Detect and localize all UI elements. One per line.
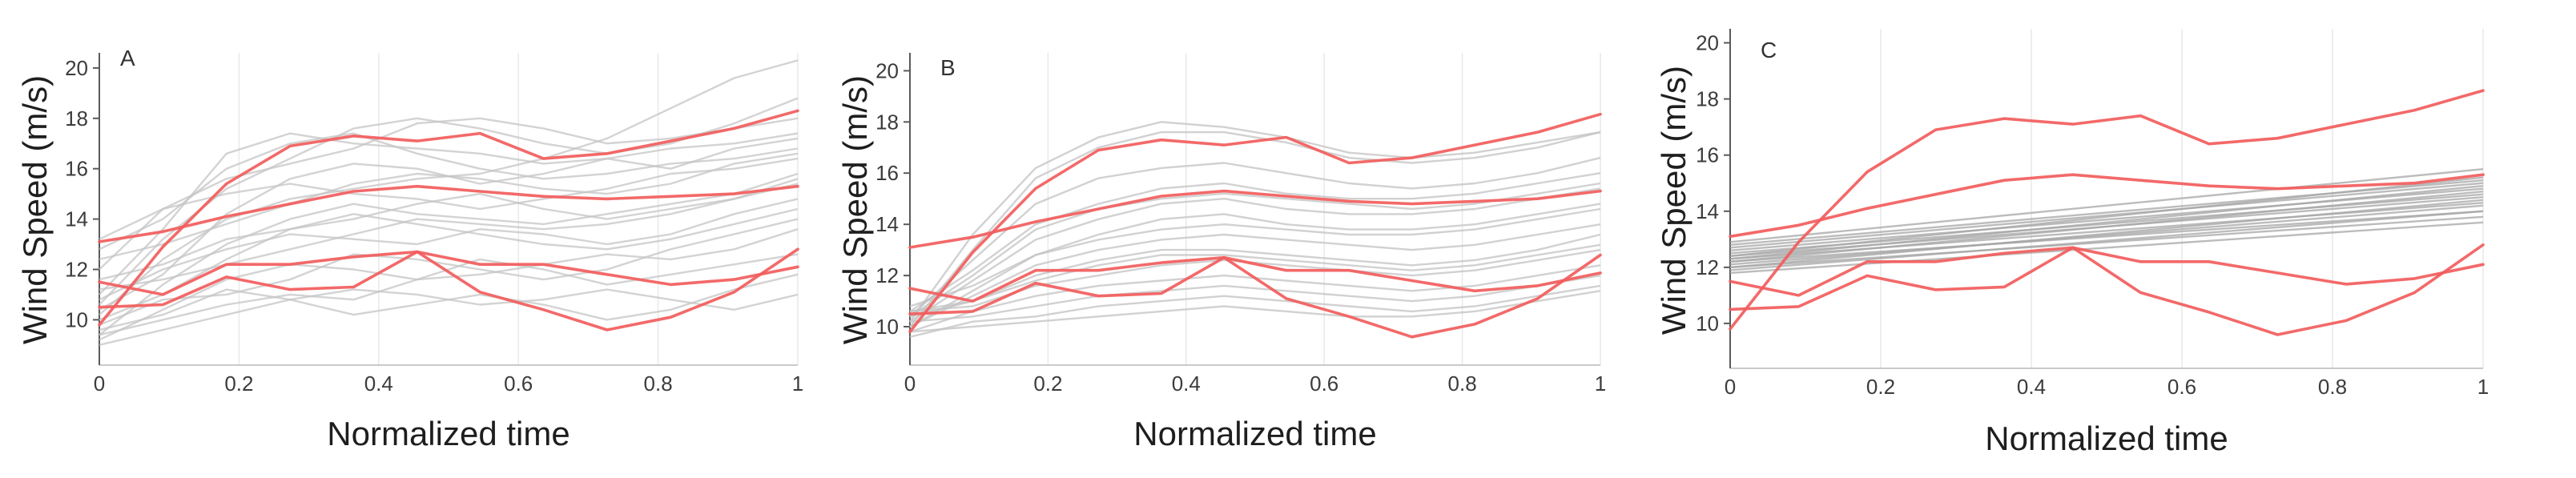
background-series-line [99, 137, 799, 311]
panel-b: 10 12 14 16 18 20 0 0.2 0.4 0.6 0.8 1 B Normalized ti… [836, 53, 1606, 452]
x-tick-label: 0.4 [2017, 375, 2046, 399]
y-axis-title: Wind Speed (m/s) [836, 75, 874, 344]
background-series-line [909, 290, 1601, 333]
y-tick-label: 14 [875, 212, 899, 236]
highlighted-series-line [908, 255, 1602, 303]
background-series-line [1729, 199, 2484, 269]
background-series-line [909, 121, 1601, 323]
highlighted-series-line [98, 184, 799, 243]
y-tick-label: 14 [65, 207, 88, 231]
background-series-line [99, 228, 799, 341]
x-tick-label: 0.2 [1033, 372, 1062, 396]
background-series-line [1729, 191, 2484, 263]
x-tick-label: 0.8 [2318, 375, 2347, 399]
x-tick-label: 0 [904, 372, 916, 396]
x-tick-label: 0.6 [504, 372, 533, 396]
panel-label: C [1761, 38, 1777, 62]
x-tick-label: 0.4 [1172, 372, 1201, 396]
highlighted-series-line [908, 253, 1602, 339]
background-series-line [99, 218, 799, 326]
y-tick-label: 16 [1696, 143, 1719, 167]
panel-c: 10 12 14 16 18 20 0 0.2 0.4 0.6 0.8 1 C Normalized ti… [1655, 29, 2489, 457]
y-tick-label: 14 [1696, 199, 1719, 223]
x-tick-label: 0.2 [224, 372, 253, 396]
x-tick-label: 1 [792, 372, 803, 396]
y-tick-label: 12 [1696, 255, 1719, 279]
panel-a: 10 12 14 16 18 20 0 0.2 0.4 0.6 0.8 1 A Normalized ti… [16, 46, 803, 452]
background-series-line [1729, 182, 2484, 249]
x-axis-title: Normalized time [1985, 420, 2228, 457]
x-tick-label: 0 [94, 372, 105, 396]
x-tick-label: 0.6 [2167, 375, 2196, 399]
panel-label: A [120, 46, 135, 70]
y-tick-label: 18 [65, 106, 88, 131]
y-tick-label: 16 [65, 157, 88, 181]
background-series-line [909, 207, 1601, 328]
x-tick-label: 0.8 [1448, 372, 1477, 396]
background-series-line [909, 243, 1601, 313]
highlighted-series-line [1729, 246, 2485, 297]
y-tick-label: 12 [65, 258, 88, 282]
y-tick-label: 10 [1696, 311, 1719, 335]
background-series-line [909, 156, 1601, 318]
background-series-line [99, 207, 799, 321]
highlighted-series-line [908, 189, 1602, 249]
background-series-line [1729, 210, 2484, 271]
y-tick-label: 10 [65, 307, 88, 331]
background-series-line [99, 117, 799, 271]
panel-label: B [940, 55, 956, 80]
highlighted-series-line [1729, 89, 2485, 331]
background-series-line [909, 274, 1601, 323]
background-series-line [1729, 210, 2484, 263]
y-tick-label: 20 [1696, 31, 1719, 55]
highlighted-series-line [98, 109, 799, 327]
y-tick-label: 10 [875, 315, 899, 339]
y-axis-title: Wind Speed (m/s) [1655, 66, 1693, 335]
highlighted-series-line [908, 112, 1602, 334]
background-series-line [99, 198, 799, 301]
y-tick-label: 18 [875, 110, 899, 134]
x-tick-label: 0.2 [1866, 375, 1895, 399]
y-tick-label: 16 [875, 161, 899, 185]
background-series-line [1729, 176, 2484, 257]
background-series-line [909, 187, 1601, 323]
background-series-line [1729, 185, 2484, 260]
background-series-line [99, 178, 799, 291]
y-axis-title: Wind Speed (m/s) [16, 75, 54, 344]
x-tick-label: 0.6 [1310, 372, 1338, 396]
background-series-line [909, 223, 1601, 328]
x-tick-label: 0.4 [364, 372, 393, 396]
background-series-line [99, 253, 799, 336]
y-tick-label: 18 [1696, 87, 1719, 111]
background-series-line [909, 131, 1601, 327]
x-tick-label: 1 [2477, 375, 2489, 399]
y-tick-label: 20 [875, 58, 899, 82]
highlighted-series-line [98, 247, 799, 331]
highlighted-series-line [1729, 173, 2485, 239]
x-axis-title: Normalized time [1133, 415, 1376, 452]
y-tick-label: 20 [65, 56, 88, 80]
x-tick-label: 0.8 [644, 372, 673, 396]
background-series-line [1729, 168, 2484, 243]
background-series-line [1729, 215, 2484, 269]
background-series-line [909, 172, 1601, 312]
background-series-line [99, 172, 799, 336]
background-series-line [99, 132, 799, 295]
highlighted-series-line [98, 250, 799, 296]
background-series-line [99, 132, 799, 251]
x-tick-label: 1 [1595, 372, 1606, 396]
highlighted-series-line [1729, 243, 2485, 336]
x-tick-label: 0 [1725, 375, 1736, 399]
background-series-line [99, 183, 799, 281]
y-tick-label: 12 [875, 263, 899, 287]
background-series-line [1729, 204, 2484, 266]
background-series-line [99, 273, 799, 331]
background-series-line [909, 233, 1601, 318]
x-axis-title: Normalized time [327, 415, 570, 452]
background-series-line [1729, 221, 2484, 275]
background-series-line [909, 284, 1601, 338]
